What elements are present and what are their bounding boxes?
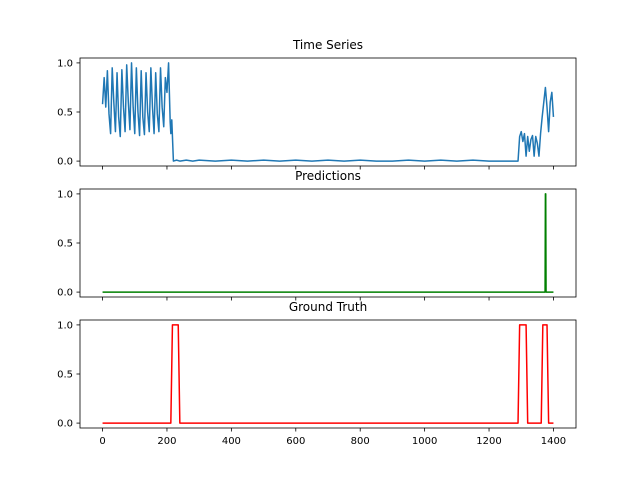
y-tick-label: 0.0	[57, 288, 73, 299]
x-tick-label: 800	[351, 436, 370, 447]
x-tick-label: 600	[286, 436, 305, 447]
y-tick-label: 0.5	[57, 370, 73, 381]
axes-frame	[79, 319, 577, 429]
y-tick-label: 1.0	[57, 320, 73, 331]
y-tick-label: 0.0	[57, 157, 73, 168]
series-line-2-1	[102, 193, 554, 293]
x-tick-label: 1400	[541, 436, 566, 447]
panel-title: Time Series	[292, 38, 363, 52]
series-line-3-1	[102, 324, 554, 424]
panel-title: Predictions	[295, 169, 361, 183]
y-tick-label: 0.5	[57, 108, 73, 119]
y-tick-label: 1.0	[57, 189, 73, 200]
x-tick-label: 1200	[476, 436, 501, 447]
series-line-1-1	[101, 62, 555, 162]
y-tick-label: 0.0	[57, 419, 73, 430]
panel-1: 0.0 0.5 1.0 Time Series	[57, 38, 577, 170]
x-tick-label: 200	[157, 436, 176, 447]
axes-frame	[79, 188, 577, 298]
y-tick-label: 0.5	[57, 239, 73, 250]
x-tick-label: 1000	[412, 436, 437, 447]
panel-title: Ground Truth	[289, 300, 367, 314]
panel-2: 0.0 0.5 1.0 Predictions	[57, 169, 577, 301]
x-tick-label: 0	[99, 436, 105, 447]
panel-3: 0.0 0.5 1.0 0 200 400 600 800 1000 1200 1400 Ground…	[57, 300, 577, 447]
y-tick-label: 1.0	[57, 58, 73, 69]
x-tick-label: 400	[222, 436, 241, 447]
